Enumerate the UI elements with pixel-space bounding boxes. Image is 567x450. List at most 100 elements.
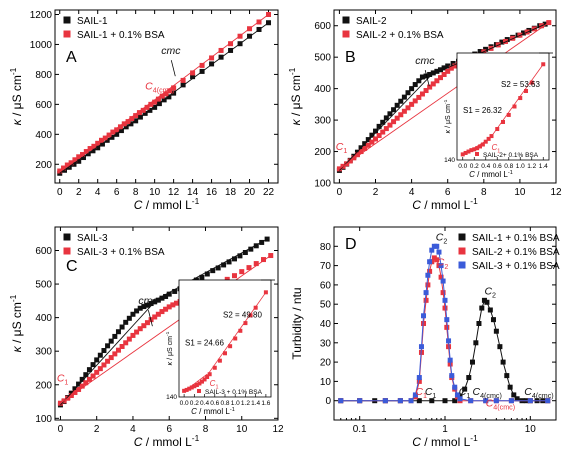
data-point	[434, 243, 440, 249]
data-point	[106, 132, 112, 138]
data-point	[527, 398, 533, 404]
data-point	[94, 357, 100, 363]
annotation-label: C2	[484, 286, 496, 300]
axis-label-exp: -1	[165, 331, 171, 336]
annotation-label: C4(cmc)	[524, 386, 553, 400]
x-tick-label: 10	[236, 424, 248, 435]
axis-label-var: C	[469, 170, 475, 179]
x-tick-label: 2	[94, 424, 100, 435]
cmc-pointer	[148, 310, 153, 327]
axis-label: C / mmol L-1	[191, 407, 235, 416]
data-point	[387, 111, 393, 117]
data-point	[468, 398, 474, 404]
data-point	[358, 149, 364, 155]
data-point	[76, 381, 82, 387]
annotation-label: cmc	[161, 45, 181, 57]
data-point	[166, 291, 172, 297]
data-point	[133, 113, 139, 119]
legend-marker	[63, 16, 71, 24]
data-point	[260, 257, 266, 263]
data-point	[86, 376, 92, 382]
data-point	[159, 295, 165, 301]
data-point	[427, 259, 433, 265]
inset-data-point	[483, 139, 488, 144]
fit-line	[59, 14, 269, 172]
inset-data-point	[228, 344, 233, 349]
inset-data-point	[475, 146, 480, 151]
axis-label: κ / μS cm-1	[287, 67, 303, 125]
axis-label-exp: -1	[470, 433, 478, 443]
annotation-label: C1	[57, 372, 69, 386]
x-tick-label: 8	[203, 424, 209, 435]
data-point	[101, 362, 107, 368]
data-point	[499, 39, 505, 45]
data-point	[429, 247, 435, 253]
inset-frame	[456, 52, 550, 161]
axis-label-exp: -1	[508, 170, 513, 176]
y-tick-label: 20	[320, 358, 332, 369]
data-point	[136, 110, 142, 116]
axis-label-exp: -1	[8, 294, 18, 302]
annotation-label: C1	[415, 386, 427, 400]
axis-label-var: C	[134, 435, 143, 449]
data-point	[490, 317, 496, 323]
legend-marker	[63, 233, 71, 241]
data-point	[430, 81, 436, 87]
data-point	[123, 340, 129, 346]
data-point	[493, 398, 499, 404]
inset-slope-label: S2 = 53.63	[501, 80, 540, 89]
x-tick-label: 1	[442, 424, 448, 435]
x-tick-label: 12	[168, 187, 180, 198]
data-point	[166, 304, 172, 310]
inset-x-tick-label: 0.6	[493, 163, 502, 170]
inset-data-point	[478, 144, 482, 149]
annotation-main: C	[459, 386, 467, 398]
annotation-label: cmc	[415, 55, 435, 67]
annotation-main: C	[336, 141, 344, 153]
inset-x-tick-label: 1.2	[527, 163, 536, 170]
panel-letter: A	[66, 49, 77, 66]
inset-legend-marker	[197, 389, 201, 393]
data-point	[108, 338, 114, 344]
x-tick-label: 8	[133, 187, 139, 198]
data-point	[419, 74, 425, 80]
annotation-sub: 1	[423, 392, 427, 400]
data-point	[80, 155, 86, 161]
inset-data-point	[243, 321, 248, 326]
data-point	[444, 317, 450, 323]
x-tick-label: 10	[514, 187, 526, 198]
axis-label-exp: -1	[470, 196, 478, 206]
data-point	[394, 115, 400, 121]
inset-legend-label: SAIL-2+ 0.1% BSA	[483, 152, 539, 159]
legend-marker	[342, 16, 350, 24]
annotation-sub: 4(cmc)	[493, 404, 515, 412]
data-point	[119, 324, 125, 330]
annotation-label: C1	[425, 386, 437, 400]
data-point	[144, 302, 150, 308]
data-point	[442, 398, 448, 404]
axis-label: κ / μS cm-1	[443, 99, 452, 133]
fit-line	[60, 301, 156, 406]
inset-data-point	[212, 365, 217, 370]
axis-label-var: C	[191, 407, 197, 416]
inset-data-point	[197, 381, 202, 386]
inset-x-tick-label: 1.2	[241, 400, 250, 407]
axis-label: κ / μS cm-1	[8, 67, 24, 125]
axis-label-exp: -1	[192, 196, 200, 206]
data-point	[155, 311, 161, 317]
legend-marker	[458, 261, 466, 269]
data-point	[110, 129, 116, 135]
data-point	[447, 357, 453, 363]
inset-data-point	[463, 150, 468, 155]
data-point	[141, 323, 147, 329]
y-tick-label: 400	[35, 313, 52, 324]
data-point	[155, 96, 161, 102]
x-tick-label: 16	[206, 187, 218, 198]
fit-line	[130, 22, 269, 125]
data-point	[126, 315, 132, 321]
data-point	[90, 362, 96, 368]
axis-label-exp: -1	[8, 67, 18, 75]
data-point	[209, 55, 215, 61]
